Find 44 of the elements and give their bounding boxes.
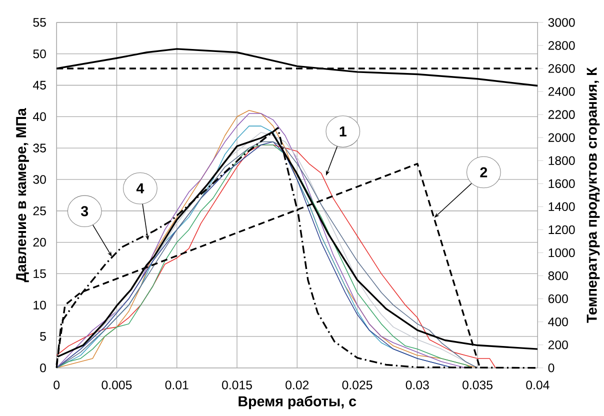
y2-tick-label: 2800 [548,41,575,50]
y-axis-title: Давление в камере, МПа [16,108,29,282]
y2-tick-label: 1800 [548,156,575,166]
y2-tick-label: 800 [548,272,568,280]
y-tick-label: 50 [33,50,46,58]
y2-tick-label: 3000 [548,18,575,27]
y-tick-label: 35 [33,144,46,153]
y-tick-label: 0 [40,364,46,372]
y-tick-label: 10 [34,300,46,310]
y-tick-label: 20 [33,238,46,247]
y2-tick-label: 1400 [548,202,575,212]
x-tick-label: 0 [54,380,60,390]
y2-tick-label: 1000 [548,248,575,258]
y-tick-label: 30 [33,175,46,184]
x-tick-label: 0.02 [286,380,309,390]
y-tick-label: 25 [33,206,46,216]
x-tick-label: 0.005 [102,380,132,390]
y2-tick-label: 200 [548,340,568,350]
y-tick-label: 45 [32,81,46,90]
y2-tick-label: 1600 [548,179,575,188]
x-tick-label: 0.03 [406,380,429,390]
y-tick-label: 40 [32,112,46,122]
y-tick-label: 5 [40,332,46,341]
y2-tick-label: 2400 [548,87,575,96]
annotation: 1 [340,126,346,137]
x-axis-title: Время работы, с [238,396,356,410]
y-tick-label: 55 [33,18,46,27]
x-tick-label: 0.01 [165,380,188,390]
y2-tick-label: 400 [548,318,568,326]
y2-tick-label: 2000 [548,133,575,142]
x-tick-label: 0.04 [526,380,550,390]
y2-tick-label: 1200 [548,225,575,234]
x-tick-label: 0.025 [342,380,372,390]
annotation: 3 [80,206,88,216]
y2-tick-label: 2200 [548,110,575,120]
y2-tick-label: 2600 [548,64,575,74]
annotation: 4 [136,184,144,194]
x-tick-label: 0.035 [462,380,492,390]
y2-tick-label: 0 [548,364,554,372]
y2-axis-title: Температура продуктов сгорания, К [586,67,600,324]
x-tick-label: 0.015 [222,380,252,390]
y-tick-label: 15 [34,270,46,278]
annotation: 2 [480,167,488,178]
y2-tick-label: 600 [548,294,568,304]
